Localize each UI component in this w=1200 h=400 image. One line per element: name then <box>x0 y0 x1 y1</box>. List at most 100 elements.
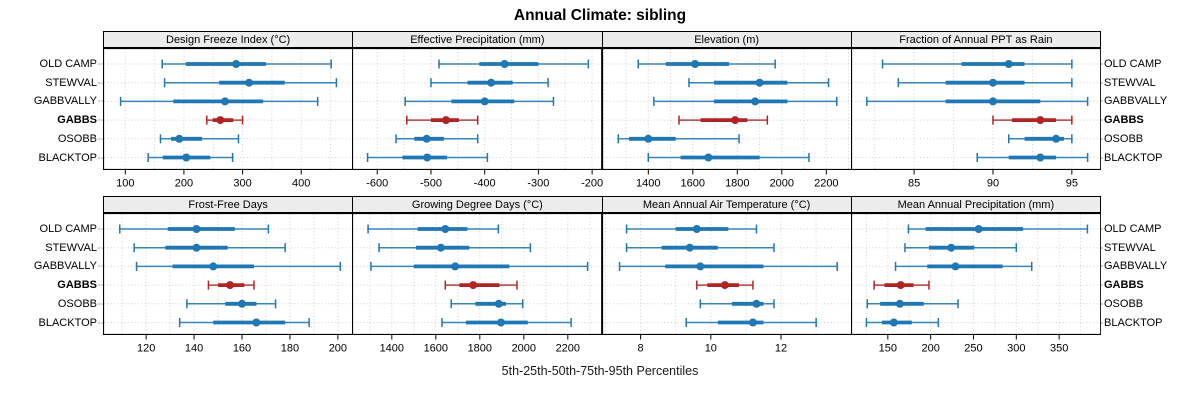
tick-label: -200 <box>581 178 602 190</box>
panel-title: Mean Annual Precipitation (mm) <box>897 198 1055 211</box>
interval-osobb <box>450 299 524 309</box>
tick-label: 300 <box>1007 343 1025 355</box>
tick-label: 140 <box>185 343 203 355</box>
interval-blacktop <box>367 153 489 162</box>
median-dot-osobb <box>422 134 431 143</box>
interval-osobb <box>866 299 959 309</box>
station-label-right-gabbs: GABBS <box>1104 279 1144 292</box>
station-label-left-old-camp: OLD CAMP <box>39 223 97 235</box>
row-leader-right <box>1101 284 1103 287</box>
panel-axis-elevation-m: 1400 1600 1800 2000 2200 <box>636 170 838 190</box>
median-dot-gabbvally <box>220 97 229 106</box>
station-label-right-gabbvally: GABBVALLY <box>1104 260 1168 273</box>
median-dot-old-camp <box>192 225 201 233</box>
median-dot-osobb <box>175 134 184 143</box>
median-dot-blacktop <box>497 318 506 327</box>
panel-plot-effective-precipitation-mm <box>352 48 603 170</box>
median-dot-blacktop <box>889 318 898 327</box>
interval-osobb <box>159 134 240 144</box>
interval-blacktop <box>976 153 1089 162</box>
interval-blacktop <box>147 153 234 162</box>
interval-gabbs <box>206 115 244 125</box>
interval-old-camp <box>438 59 590 69</box>
median-dot-stewval <box>755 78 764 87</box>
median-dot-blacktop <box>1036 153 1045 162</box>
median-dot-stewval <box>685 243 694 252</box>
interval-stewval <box>625 243 775 253</box>
tick-label: 200 <box>329 343 347 355</box>
median-dot-stewval <box>192 243 201 252</box>
tick-label: 160 <box>233 343 251 355</box>
row-leader-right <box>1101 63 1103 65</box>
station-label-right-gabbs: GABBS <box>1104 114 1144 127</box>
tick-label: 2200 <box>556 343 580 355</box>
row-leader-right <box>1101 137 1103 140</box>
median-dot-gabbs <box>469 281 478 290</box>
tick-label: 150 <box>878 343 896 355</box>
interval-stewval <box>430 78 550 88</box>
row-leader-left <box>98 265 103 268</box>
tick-label: -400 <box>474 178 496 190</box>
tick-label: 1400 <box>636 178 660 190</box>
panel-plot-mean-annual-air-temperature-c <box>601 213 852 335</box>
tick-label: 250 <box>964 343 982 355</box>
panel-plot-design-freeze-index-c <box>103 48 354 170</box>
interval-gabbvally <box>135 261 342 271</box>
median-dot-osobb <box>643 134 652 143</box>
panel-axis-mean-annual-air-temperature-c: 8 10 12 <box>637 335 787 355</box>
median-dot-blacktop <box>252 318 261 327</box>
tick-label: -300 <box>528 178 550 190</box>
median-dot-old-camp <box>500 60 509 68</box>
median-dot-gabbvally <box>209 262 218 271</box>
interval-old-camp <box>881 59 1073 69</box>
tick-label: 400 <box>292 178 310 190</box>
panel-title: Fraction of Annual PPT as Rain <box>899 33 1053 46</box>
row-leader-right <box>1101 100 1103 103</box>
panel-axis-frost-free-days: 120 140 160 180 200 <box>137 335 347 355</box>
tick-label: 1800 <box>725 178 749 190</box>
panel-strip-fraction-of-annual-ppt-as-rain: Fraction of Annual PPT as Rain <box>850 31 1101 48</box>
panel-strip-mean-annual-air-temperature-c: Mean Annual Air Temperature (°C) <box>601 196 852 213</box>
station-label-right-old-camp: OLD CAMP <box>1104 58 1162 70</box>
panel-title: Design Freeze Index (°C) <box>166 33 291 46</box>
tick-label: 1600 <box>424 343 448 355</box>
interval-gabbvally <box>652 96 838 106</box>
interval-gabbs <box>695 280 754 290</box>
panel-title: Growing Degree Days (°C) <box>411 198 543 211</box>
station-label-left-gabbvally: GABBVALLY <box>33 260 97 273</box>
tick-label: 200 <box>175 178 193 190</box>
median-dot-stewval <box>988 78 997 87</box>
interval-old-camp <box>119 224 270 234</box>
tick-label: 10 <box>704 343 716 355</box>
interval-gabbs <box>207 280 255 290</box>
median-dot-old-camp <box>1004 60 1013 68</box>
station-label-left-gabbvally: GABBVALLY <box>33 95 97 108</box>
percentiles-caption: 5th-25th-50th-75th-95th Percentiles <box>501 364 699 378</box>
tick-label: 1400 <box>380 343 404 355</box>
median-dot-osobb <box>751 299 760 308</box>
median-dot-osobb <box>1051 134 1060 143</box>
median-dot-stewval <box>437 243 446 252</box>
tick-label: 180 <box>281 343 299 355</box>
interval-gabbvally <box>894 261 1033 271</box>
tick-label: 2000 <box>769 178 793 190</box>
tick-label: 1600 <box>680 178 704 190</box>
row-leader-right <box>1101 265 1103 268</box>
interval-osobb <box>699 299 775 309</box>
row-leader-left <box>98 156 103 159</box>
median-dot-old-camp <box>690 60 699 68</box>
row-leader-left <box>98 228 103 230</box>
panel-strip-frost-free-days: Frost-Free Days <box>103 196 354 213</box>
station-label-right-stewval: STEWVAL <box>1104 241 1156 254</box>
interval-old-camp <box>907 224 1088 234</box>
station-label-right-osobb: OSOBB <box>1104 297 1144 310</box>
interval-osobb <box>1007 134 1073 144</box>
station-label-right-stewval: STEWVAL <box>1104 76 1156 89</box>
interval-gabbs <box>406 115 479 125</box>
panel-plot-fraction-of-annual-ppt-as-rain <box>850 48 1101 170</box>
median-dot-gabbs <box>226 281 235 290</box>
panel-axis-effective-precipitation-mm: -600 -500 -400 -300 -200 <box>366 170 603 190</box>
row-leader-left <box>98 63 103 65</box>
interval-old-camp <box>637 59 776 69</box>
